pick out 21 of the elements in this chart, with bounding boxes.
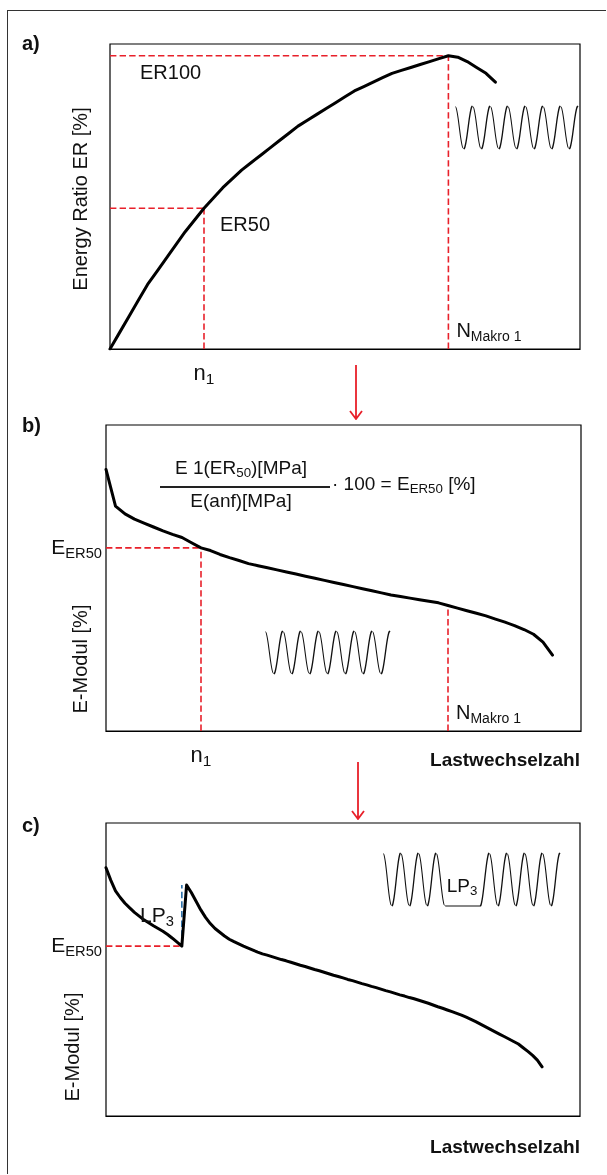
text: n$_{1}$ — [190, 742, 212, 770]
text: n$_{1}$ — [193, 360, 215, 388]
ref-line-label: ER100 — [140, 60, 202, 83]
chart-title: a) — [22, 32, 40, 54]
annotation: · 100 = E$_{ER50}$ [%] — [332, 473, 476, 497]
chart-title: b) — [22, 414, 41, 436]
y-axis-title: E-Modul [%] — [61, 992, 83, 1102]
annotation: N$_{Makro 1}$ — [456, 319, 522, 344]
ref-line-label: E$_{ER50}$ — [51, 933, 102, 960]
ref-line-label: ER50 — [220, 213, 271, 236]
ref-line-label: E$_{ER50}$ — [51, 535, 102, 561]
x-axis-title: Lastwechselzahl — [430, 1136, 580, 1158]
annotation: E(anf)[MPa] — [190, 490, 292, 512]
annotation: LP$_{3}$ — [446, 875, 478, 899]
annotation: N$_{Makro 1}$ — [456, 701, 522, 726]
annotation: LP$_{3}$ — [139, 902, 174, 929]
x-axis-title: Lastwechselzahl — [430, 749, 580, 771]
annotation: E 1(ER$_{50}$)[MPa] — [175, 457, 307, 481]
y-axis-title: Energy Ratio ER [%] — [69, 107, 91, 291]
y-axis-title: E-Modul [%] — [69, 604, 91, 714]
chart-title: c) — [22, 814, 40, 836]
